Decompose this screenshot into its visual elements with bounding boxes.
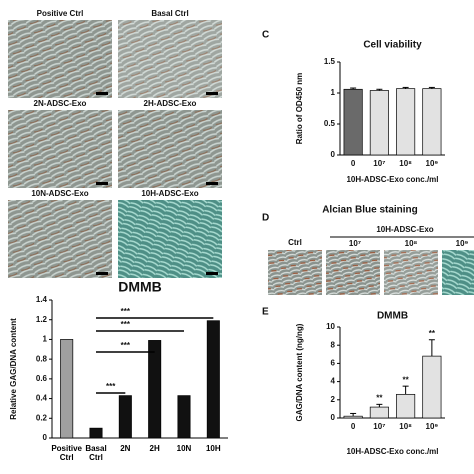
scale-bar [96,92,108,95]
chart-title: DMMB [377,311,408,322]
micrograph [118,110,222,188]
panel-label: D [262,213,269,224]
y-tick-label: 1.5 [324,57,336,66]
image-label: Positive Ctrl [37,9,84,18]
bar [60,339,74,439]
image-label: 2N-ADSC-Exo [34,99,87,108]
bar [343,415,363,419]
stain-image [384,250,438,295]
image-label: 2H-ADSC-Exo [144,99,197,108]
significance: ** [429,329,436,338]
bar [206,320,220,439]
x-tick-label: 10H [205,444,221,453]
x-tick-label: 10⁸ [399,422,412,431]
y-tick-label: 0 [331,413,336,422]
bar [89,427,103,439]
y-axis-label: GAG/DNA content (ng/ng) [295,323,304,421]
y-tick-label: 0.8 [36,354,48,363]
x-tick-label: 10⁷ [373,422,385,431]
scale-bar [96,272,108,275]
scale-bar [206,182,218,185]
x-tick-label: 0 [351,422,356,431]
x-tick-label: 10⁹ [426,422,439,431]
x-tick-label: 0 [351,159,356,168]
bar [396,393,416,419]
stain-image [268,250,322,295]
significance: ** [403,375,410,384]
bar [422,88,442,156]
y-tick-label: 1 [43,335,48,344]
x-tick-label: 10⁸ [399,159,412,168]
significance: *** [121,341,131,350]
significance: *** [121,307,131,316]
x-tick-label: 2N [120,444,131,453]
dose-label: 10⁷ [349,239,361,248]
micrograph [8,200,112,278]
scale-bar [206,92,218,95]
x-tick-label: 10⁷ [373,159,385,168]
scale-bar [96,182,108,185]
image-label: Basal Ctrl [151,9,188,18]
micrograph [118,200,222,278]
y-tick-label: 4 [331,377,336,386]
bar [118,395,132,439]
y-tick-label: 0.5 [324,119,336,128]
bar [369,406,389,419]
scale-bar [206,272,218,275]
y-axis-label: Ratio of OD450 nm [295,73,304,145]
significance: *** [106,382,116,391]
x-tick-label: 10N [176,444,192,453]
y-tick-label: 1 [331,88,336,97]
bar [177,395,191,439]
image-label: 10N-ADSC-Exo [31,189,88,198]
chart-title: Cell viability [363,40,422,51]
y-tick-label: 0.2 [36,413,48,422]
micrograph [8,20,112,98]
y-tick-label: 1.2 [36,315,48,324]
chart-title: DMMB [118,279,162,295]
stain-image [442,250,474,295]
micrograph [118,20,222,98]
y-tick-label: 0.6 [36,374,48,383]
panel-label: E [262,307,269,318]
bar [396,88,416,156]
micrograph [8,110,112,188]
group-label: 10H-ADSC-Exo [376,225,433,234]
y-tick-label: 10 [326,322,335,331]
x-tick-label: Basal Ctrl [85,444,107,462]
y-tick-label: 2 [331,395,336,404]
panel-label: C [262,30,269,41]
significance: ** [376,393,383,402]
x-axis-label: 10H-ADSC-Exo conc./ml [346,447,438,456]
panel-title: Alcian Blue staining [322,205,418,216]
dose-label: 10⁸ [405,239,418,248]
y-tick-label: 0.4 [36,394,48,403]
y-tick-label: 0 [331,150,336,159]
y-axis-label: Relative GAG/DNA content [9,318,18,420]
dose-label: 10⁹ [456,239,469,248]
y-tick-label: 1.4 [36,295,48,304]
x-axis-label: 10H-ADSC-Exo conc./ml [346,175,438,184]
significance: *** [121,320,131,329]
y-tick-label: 6 [331,359,336,368]
y-tick-label: 8 [331,340,336,349]
y-tick-label: 0 [43,433,48,442]
micrograph-images [8,20,222,278]
bar [369,90,389,156]
bar [343,88,363,156]
x-tick-label: 2H [149,444,160,453]
bar [422,355,442,419]
group-label: Ctrl [288,238,302,247]
bar [148,340,162,439]
image-label: 10H-ADSC-Exo [141,189,198,198]
x-tick-label: Positive Ctrl [51,444,82,462]
x-tick-label: 10⁹ [426,159,439,168]
stain-image [326,250,380,295]
